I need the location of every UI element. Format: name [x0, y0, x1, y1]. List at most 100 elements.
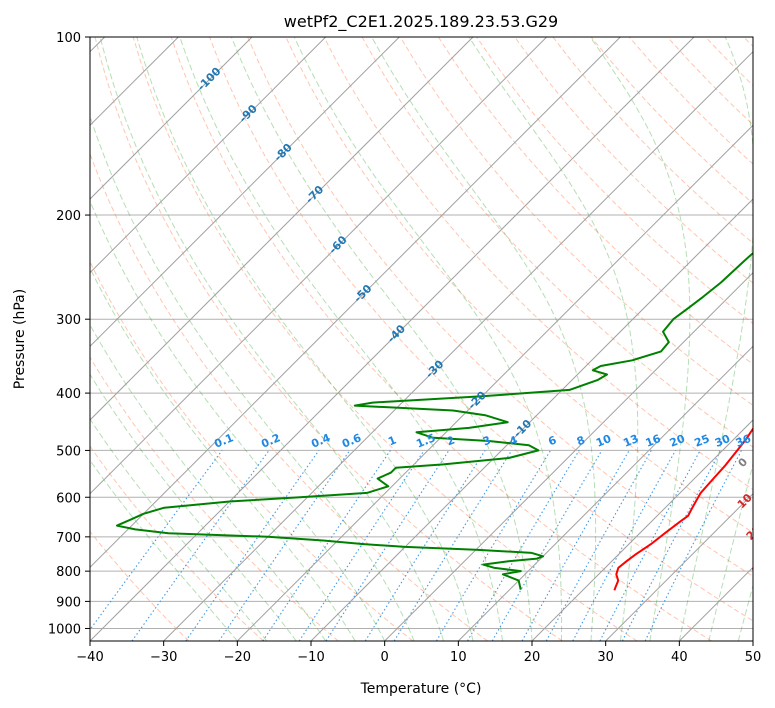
mixing-ratio-label: 25 [692, 432, 711, 450]
mixing-ratio-label: 13 [621, 432, 640, 450]
temperature-profile-line [613, 427, 753, 591]
dewpoint-profile-line [116, 251, 753, 590]
chart-title: wetPf2_C2E1.2025.189.23.53.G29 [284, 12, 558, 32]
dry-adiabat-line [132, 37, 638, 641]
dry-adiabat-line [209, 37, 753, 622]
isotherm-line [90, 37, 400, 348]
dry-adiabat-line [323, 37, 753, 491]
mixing-ratio-label: 1 [386, 433, 398, 448]
isotherm-line [90, 37, 327, 274]
moist-adiabat-line [230, 37, 533, 641]
mixing-ratio-line [298, 450, 425, 641]
mixing-ratio-label: 8 [575, 433, 587, 448]
mixing-ratio-line [644, 450, 742, 641]
isotherm-line [605, 492, 753, 641]
x-tick-label: 20 [524, 650, 541, 665]
x-tick-label: 40 [671, 650, 688, 665]
adiabat-label: 30 [749, 557, 769, 577]
mixing-ratio-label: 30 [713, 432, 732, 450]
mixing-ratio-line [90, 450, 223, 631]
mixing-ratio-label: 16 [644, 432, 663, 450]
mixing-ratio-label: 2 [445, 433, 457, 448]
moist-adiabat-line [90, 114, 415, 641]
moist-adiabat-line [293, 37, 563, 641]
x-tick-label: 50 [745, 650, 762, 665]
y-tick-label: 700 [56, 531, 81, 546]
y-tick-label: 100 [56, 31, 81, 46]
moist-adiabat-line [90, 323, 327, 641]
isotherm-line [531, 419, 753, 641]
dry-adiabat-line [90, 152, 488, 641]
mixing-ratio-line [185, 450, 320, 641]
moist-adiabat-line [90, 267, 356, 641]
mixing-ratio-label: 36 [734, 432, 753, 450]
y-tick-label: 500 [56, 444, 81, 459]
mixing-ratio-label: 20 [668, 432, 687, 450]
adiabat-label: 20 [744, 523, 764, 543]
isotherm-line [236, 124, 753, 641]
isobar-gridlines [90, 37, 753, 629]
mixing-ratio-line [325, 450, 450, 641]
isotherm-line [90, 37, 695, 641]
x-tick-label: −40 [76, 650, 103, 665]
y-axis-label: Pressure (hPa) [12, 289, 28, 389]
isotherm-line [310, 198, 753, 641]
dry-adiabat-line [399, 37, 753, 407]
mixing-ratio-line [621, 450, 722, 641]
isotherm-line [90, 37, 253, 200]
y-tick-label: 200 [56, 209, 81, 224]
dry-adiabat-line [170, 37, 712, 641]
isotherm-line [384, 271, 753, 641]
dry-adiabat-line [437, 37, 753, 365]
plot-area: -100-90-80-70-60-50-40-30-20-100.1 0.2 0.4… [90, 37, 769, 641]
y-tick-label: 1000 [48, 622, 81, 637]
x-axis-ticks: −40 −30 −20 −10 0 10 20 30 40 50 [76, 641, 761, 665]
isotherm-line [90, 37, 548, 495]
x-tick-label: 10 [450, 650, 467, 665]
x-tick-label: 30 [597, 650, 614, 665]
moist-adiabats [90, 37, 753, 641]
dry-adiabat-line [514, 37, 753, 284]
dry-adiabat-line [94, 37, 563, 641]
isotherm-line [90, 37, 621, 569]
moist-adiabat-line [468, 37, 639, 641]
x-tick-label: −10 [297, 650, 324, 665]
y-axis-ticks: 100 200 300 400 500 600 700 800 900 1000 [48, 31, 90, 637]
isotherm-line [457, 345, 753, 641]
moist-adiabat-line [371, 37, 597, 641]
y-tick-label: 600 [56, 491, 81, 506]
plot-frame [89, 36, 754, 642]
moist-adiabat-line [136, 37, 474, 641]
sounding-profiles [116, 251, 753, 591]
moist-adiabat-line [90, 418, 268, 641]
moist-adiabat-line [90, 373, 297, 641]
y-tick-label: 300 [56, 313, 81, 328]
mixing-ratio-line [521, 450, 630, 641]
mixing-ratio-label: 10 [594, 432, 613, 450]
dry-adiabat-line [90, 445, 264, 641]
moist-adiabat-line [90, 200, 386, 641]
moist-adiabat-line [589, 37, 691, 641]
mixing-ratio-label: 3 [481, 433, 493, 448]
mixing-ratio-line [218, 450, 351, 641]
x-axis-label: Temperature (°C) [360, 681, 482, 697]
y-tick-label: 400 [56, 387, 81, 402]
y-tick-label: 900 [56, 595, 81, 610]
isotherm-line [163, 50, 753, 641]
x-tick-label: 0 [381, 650, 389, 665]
dry-adiabat-line [90, 356, 339, 641]
x-tick-label: −20 [224, 650, 251, 665]
mixing-ratio-line [545, 450, 652, 641]
dry-adiabat-line [90, 530, 190, 641]
x-tick-label: −30 [150, 650, 177, 665]
dry-adiabat-line [247, 37, 753, 577]
isotherm-line [90, 37, 474, 421]
mixing-ratio-line [572, 450, 676, 641]
moist-adiabat-line [179, 37, 503, 641]
moist-adiabat-line [678, 37, 753, 641]
isotherm-lines [90, 37, 753, 641]
moist-adiabat-line [90, 459, 238, 641]
moist-adiabat-line [99, 37, 445, 641]
